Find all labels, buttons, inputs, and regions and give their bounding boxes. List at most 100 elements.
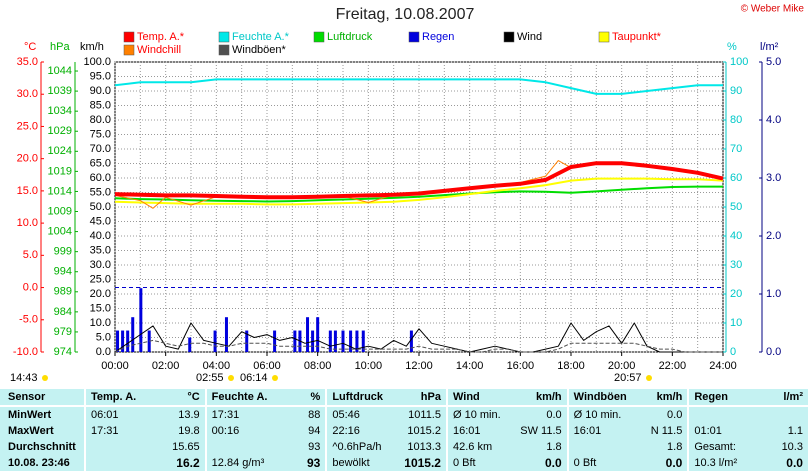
table-cell: 16:01 SW 11.5 xyxy=(448,423,569,439)
y-tick-label: 1034 xyxy=(48,105,72,117)
legend-swatch xyxy=(598,31,610,43)
cell-text: 06:01 xyxy=(91,409,119,421)
legend-label: Windchill xyxy=(137,44,181,56)
cell-text: 12.84 g/m³ xyxy=(211,457,265,469)
x-tick-label: 06:00 xyxy=(253,360,281,372)
y-tick-label: 35.0 xyxy=(17,56,38,68)
y-tick-label: 30.0 xyxy=(17,88,38,100)
y-tick-label: 50.0 xyxy=(90,201,111,213)
table-cell: Luftdruck hPa xyxy=(327,389,448,407)
y-tick-label: 25.0 xyxy=(17,120,38,132)
table-cell: 93 xyxy=(207,439,328,455)
time-annotation: 06:14 xyxy=(240,372,268,384)
x-tick-label: 00:00 xyxy=(101,360,129,372)
cell-text: Ø 10 min. xyxy=(452,409,501,421)
x-tick-label: 04:00 xyxy=(203,360,231,372)
rain-bar xyxy=(121,330,125,352)
legend-label: Windböen* xyxy=(232,44,287,56)
axis-label: % xyxy=(727,41,737,53)
table-cell: 06:01 13.9 xyxy=(86,407,207,423)
cell-text: 16:01 xyxy=(573,425,602,437)
table-cell: Temp. A. °C xyxy=(86,389,207,407)
x-tick-label: 18:00 xyxy=(557,360,585,372)
table-cell: Ø 10 min. 0.0 xyxy=(448,407,569,423)
cell-value: km/h xyxy=(656,391,683,403)
cell-text: 05:46 xyxy=(332,409,360,421)
table-cell: Gesamt: 10.3 xyxy=(689,439,810,455)
legend-label: Regen xyxy=(422,31,454,43)
sun-icon xyxy=(228,375,234,381)
y-tick-label: 3.0 xyxy=(766,172,781,184)
rain-bar xyxy=(245,330,249,352)
legend-swatch xyxy=(218,31,230,43)
y-tick-label: 5.0 xyxy=(766,56,781,68)
cell-value: 0.0 xyxy=(544,456,562,470)
cell-text: 0 Bft xyxy=(573,457,597,469)
y-tick-label: 1004 xyxy=(48,225,72,237)
table-cell: bewölkt 1015.2 xyxy=(327,455,448,471)
time-annotation: 14:43 xyxy=(10,372,38,384)
cell-value: 1015.2 xyxy=(407,425,441,437)
series-line xyxy=(114,322,723,353)
cell-value: 0.0 xyxy=(546,409,562,421)
cell-value: N 11.5 xyxy=(650,425,683,437)
credit: © Weber Mike xyxy=(741,4,805,15)
y-tick-label: 30 xyxy=(730,259,742,271)
axis-label: °C xyxy=(24,41,36,53)
table-cell: 16:01 N 11.5 xyxy=(569,423,690,439)
cell-text: Ø 10 min. xyxy=(573,409,622,421)
rain-bar xyxy=(224,317,228,352)
y-tick-label: -10.0 xyxy=(13,346,38,358)
y-tick-label: 50 xyxy=(730,201,742,213)
chart-title: Freitag, 10.08.2007 xyxy=(336,6,475,23)
y-tick-label: 80.0 xyxy=(90,114,111,126)
time-annotation: 20:57 xyxy=(614,372,642,384)
rain-bar xyxy=(293,330,297,352)
table-cell: Ø 10 min. 0.0 xyxy=(569,407,690,423)
y-tick-label: 55.0 xyxy=(90,186,111,198)
rain-bar xyxy=(361,330,365,352)
y-tick-label: 10 xyxy=(730,317,742,329)
sun-icon xyxy=(42,375,48,381)
y-tick-label: 75.0 xyxy=(90,128,111,140)
cell-text: Wind xyxy=(452,391,480,403)
x-tick-label: 12:00 xyxy=(405,360,433,372)
cell-text: 17:31 xyxy=(211,409,240,421)
cell-value: 1015.2 xyxy=(404,456,441,470)
y-tick-label: 1.0 xyxy=(766,288,781,300)
y-tick-label: 40.0 xyxy=(90,230,111,242)
y-tick-label: 25.0 xyxy=(90,273,111,285)
table-cell: 0 Bft 0.0 xyxy=(448,455,569,471)
x-tick-label: 14:00 xyxy=(456,360,484,372)
rain-bar xyxy=(116,330,120,352)
series-line xyxy=(114,339,723,353)
x-tick-label: 24:00 xyxy=(709,360,737,372)
cell-value: 1.1 xyxy=(787,425,803,437)
legend-label: Feuchte A.* xyxy=(232,31,290,43)
table-cell: Feuchte A.% xyxy=(206,389,328,407)
y-tick-label: 1039 xyxy=(48,85,72,97)
cell-value: 88 xyxy=(308,409,321,421)
y-tick-label: 1014 xyxy=(48,185,72,197)
table-cell: 15.65 xyxy=(86,439,207,455)
cell-text: 10.3 l/m² xyxy=(694,457,738,469)
y-tick-label: 20.0 xyxy=(17,153,38,165)
rain-bar xyxy=(316,317,320,352)
cell-value: 1.8 xyxy=(667,441,683,453)
rain-bar xyxy=(355,330,359,352)
cell-value: 93 xyxy=(306,456,321,470)
y-tick-label: 10.0 xyxy=(90,317,111,329)
table-cell: Wind km/h xyxy=(447,389,569,407)
rain-bar xyxy=(409,330,413,352)
y-tick-label: 1029 xyxy=(48,125,72,137)
y-tick-label: 0.0 xyxy=(96,346,111,358)
legend-swatch xyxy=(503,31,515,43)
y-tick-label: 40 xyxy=(730,230,742,242)
x-tick-label: 10:00 xyxy=(355,360,383,372)
y-tick-label: 60.0 xyxy=(90,172,111,184)
rain-bar xyxy=(328,330,332,352)
row-label: Durchschnitt xyxy=(0,439,86,455)
table-cell: 00:16 94 xyxy=(207,423,328,439)
time-annotation: 02:55 xyxy=(196,372,224,384)
